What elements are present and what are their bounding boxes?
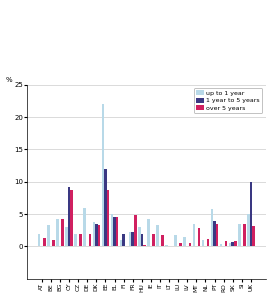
- Bar: [116, 217, 118, 246]
- Bar: [161, 235, 164, 246]
- Bar: [47, 225, 50, 246]
- Bar: [207, 239, 209, 246]
- Bar: [92, 222, 95, 246]
- Bar: [147, 219, 150, 246]
- Bar: [216, 224, 218, 246]
- Bar: [165, 245, 168, 246]
- Bar: [95, 224, 98, 246]
- Text: Figure 22:  Adjusted average interest rates on consumer credit (by
maturity: up : Figure 22: Adjusted average interest rat…: [5, 2, 271, 24]
- Bar: [43, 238, 46, 246]
- Bar: [179, 243, 182, 246]
- Bar: [70, 190, 73, 246]
- Bar: [52, 240, 55, 246]
- Bar: [107, 190, 109, 246]
- Bar: [250, 182, 252, 246]
- Bar: [120, 240, 122, 246]
- Bar: [129, 232, 131, 246]
- Bar: [156, 225, 159, 246]
- Bar: [65, 227, 68, 246]
- Bar: [252, 226, 255, 246]
- Bar: [89, 234, 91, 246]
- Bar: [198, 228, 200, 246]
- Bar: [225, 241, 227, 246]
- Bar: [220, 244, 222, 246]
- Bar: [234, 241, 237, 246]
- Bar: [152, 234, 155, 246]
- Bar: [143, 245, 146, 246]
- Bar: [79, 234, 82, 246]
- Bar: [243, 224, 246, 246]
- Text: %: %: [6, 77, 12, 83]
- Bar: [61, 219, 64, 246]
- Bar: [122, 234, 125, 246]
- Bar: [141, 234, 143, 246]
- Bar: [202, 240, 204, 246]
- Bar: [247, 214, 250, 246]
- Bar: [111, 214, 113, 246]
- Bar: [138, 227, 141, 246]
- Bar: [131, 232, 134, 246]
- Legend: up to 1 year, 1 year to 5 years, over 5 years: up to 1 year, 1 year to 5 years, over 5 …: [194, 88, 262, 113]
- Bar: [74, 234, 77, 246]
- Bar: [229, 243, 231, 246]
- Bar: [38, 234, 40, 246]
- Bar: [68, 187, 70, 246]
- Bar: [113, 217, 116, 246]
- Bar: [183, 237, 186, 246]
- Bar: [192, 224, 195, 246]
- Bar: [104, 169, 107, 246]
- Bar: [174, 235, 177, 246]
- Bar: [231, 242, 234, 246]
- Bar: [189, 243, 191, 246]
- Bar: [102, 104, 104, 246]
- Bar: [83, 208, 86, 246]
- Bar: [213, 221, 216, 246]
- Bar: [238, 224, 241, 246]
- Bar: [134, 215, 137, 246]
- Bar: [56, 219, 59, 246]
- Bar: [98, 225, 100, 246]
- Bar: [211, 209, 213, 246]
